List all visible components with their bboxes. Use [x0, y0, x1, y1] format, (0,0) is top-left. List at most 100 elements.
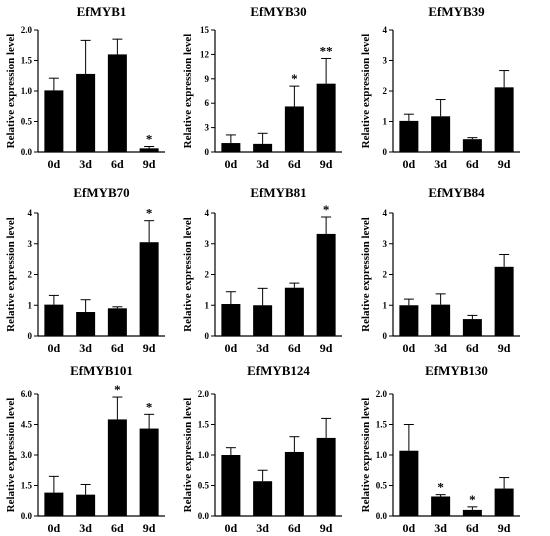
- y-tick-label: 1.0: [198, 450, 210, 460]
- bar-6d: [107, 54, 127, 152]
- chart-panel: EfMYB101 Relative expression level 0.0 1.5 3…: [5, 363, 165, 535]
- y-tick-label: 0.0: [21, 511, 33, 521]
- x-tick-label: 0d: [403, 341, 416, 355]
- bar-0d: [221, 143, 241, 152]
- chart-panel: EfMYB30 Relative expression level 0 3 6 9 12 15…: [182, 4, 342, 171]
- x-tick-label: 9d: [143, 341, 156, 355]
- y-tick-label: 2.0: [376, 389, 388, 399]
- y-tick-label: 0.0: [376, 511, 388, 521]
- bar-3d: [76, 312, 96, 336]
- x-tick-label: 0d: [225, 341, 238, 355]
- y-axis-label: Relative expression level: [360, 398, 372, 513]
- x-tick-label: 0d: [403, 157, 416, 171]
- y-tick-label: 4: [383, 208, 388, 218]
- x-tick-label: 3d: [434, 521, 447, 535]
- significance-marker: *: [469, 492, 476, 507]
- bar-0d: [221, 455, 241, 516]
- x-tick-label: 6d: [466, 521, 479, 535]
- y-tick-label: 1: [383, 117, 388, 127]
- x-tick-label: 6d: [288, 157, 301, 171]
- bar-3d: [431, 304, 451, 336]
- y-tick-label: 3: [205, 239, 210, 249]
- x-tick-label: 3d: [256, 157, 269, 171]
- y-tick-label: 0.5: [21, 117, 33, 127]
- bar-3d: [253, 481, 273, 516]
- y-tick-label: 1.0: [21, 86, 33, 96]
- y-tick-label: 12: [200, 49, 210, 59]
- chart-title: EfMYB39: [428, 4, 485, 19]
- bar-3d: [76, 494, 96, 516]
- significance-marker: *: [323, 202, 330, 217]
- y-tick-label: 3: [205, 123, 210, 133]
- y-axis-label: Relative expression level: [360, 217, 372, 332]
- x-tick-label: 0d: [225, 521, 238, 535]
- y-tick-label: 0.5: [376, 481, 388, 491]
- bar-0d: [221, 304, 241, 336]
- x-tick-label: 9d: [498, 157, 511, 171]
- chart-panel: EfMYB70 Relative expression level 0 1 2 3 4 0d 3…: [5, 185, 165, 355]
- significance-marker: *: [437, 480, 444, 495]
- bar-9d: [316, 437, 336, 516]
- y-tick-label: 3: [383, 56, 388, 66]
- chart-title: EfMYB84: [428, 185, 485, 200]
- chart-title: EfMYB101: [70, 363, 133, 378]
- significance-marker: *: [146, 206, 153, 221]
- y-tick-label: 3.0: [21, 450, 33, 460]
- chart-panel: EfMYB1 Relative expression level 0.0 0.5 1.0…: [5, 4, 165, 171]
- y-tick-label: 15: [200, 25, 210, 35]
- bar-0d: [44, 492, 64, 516]
- y-tick-label: 9: [205, 74, 210, 84]
- x-tick-label: 6d: [288, 341, 301, 355]
- x-tick-label: 3d: [434, 341, 447, 355]
- significance-marker: *: [291, 71, 298, 86]
- y-tick-label: 1.0: [376, 450, 388, 460]
- chart-panel: EfMYB124 Relative expression level 0.0 0.5 1…: [182, 363, 342, 535]
- y-tick-label: 2.0: [21, 25, 33, 35]
- y-tick-label: 4: [28, 208, 33, 218]
- bar-3d: [431, 116, 451, 152]
- y-tick-label: 0: [383, 147, 388, 157]
- y-tick-label: 1: [383, 300, 388, 310]
- x-tick-label: 6d: [111, 341, 124, 355]
- y-tick-label: 0.0: [198, 511, 210, 521]
- x-tick-label: 3d: [256, 521, 269, 535]
- bar-6d: [107, 419, 127, 516]
- x-tick-label: 9d: [320, 521, 333, 535]
- bar-6d: [462, 509, 482, 516]
- bar-9d: [316, 83, 336, 152]
- y-axis-label: Relative expression level: [182, 34, 194, 149]
- x-tick-label: 0d: [225, 157, 238, 171]
- bar-3d: [431, 496, 451, 516]
- chart-title: EfMYB70: [73, 185, 129, 200]
- chart-panel: EfMYB39 Relative expression level 0 1 2 3 4 0d 3…: [360, 4, 520, 171]
- y-tick-label: 1.5: [198, 420, 210, 430]
- bar-0d: [44, 90, 64, 152]
- y-tick-label: 4: [383, 25, 388, 35]
- y-tick-label: 2: [383, 270, 388, 280]
- significance-marker: **: [320, 43, 333, 58]
- x-tick-label: 6d: [466, 341, 479, 355]
- x-tick-label: 0d: [48, 341, 61, 355]
- chart-title: EfMYB124: [247, 363, 310, 378]
- x-tick-label: 6d: [111, 521, 124, 535]
- y-tick-label: 3: [28, 239, 33, 249]
- y-axis-label: Relative expression level: [182, 217, 194, 332]
- bar-0d: [399, 120, 419, 152]
- y-tick-label: 2.0: [198, 389, 210, 399]
- bar-3d: [253, 143, 273, 152]
- bar-9d: [494, 87, 514, 152]
- y-tick-label: 0: [28, 331, 33, 341]
- y-tick-label: 4: [205, 208, 210, 218]
- bar-3d: [253, 305, 273, 336]
- x-tick-label: 6d: [288, 521, 301, 535]
- bar-6d: [462, 319, 482, 336]
- y-tick-label: 1: [28, 300, 33, 310]
- bar-9d: [139, 148, 159, 152]
- y-tick-label: 0.0: [21, 147, 33, 157]
- y-tick-label: 1.5: [21, 481, 33, 491]
- x-tick-label: 9d: [498, 341, 511, 355]
- x-tick-label: 6d: [466, 157, 479, 171]
- chart-title: EfMYB130: [425, 363, 488, 378]
- bar-9d: [139, 242, 159, 336]
